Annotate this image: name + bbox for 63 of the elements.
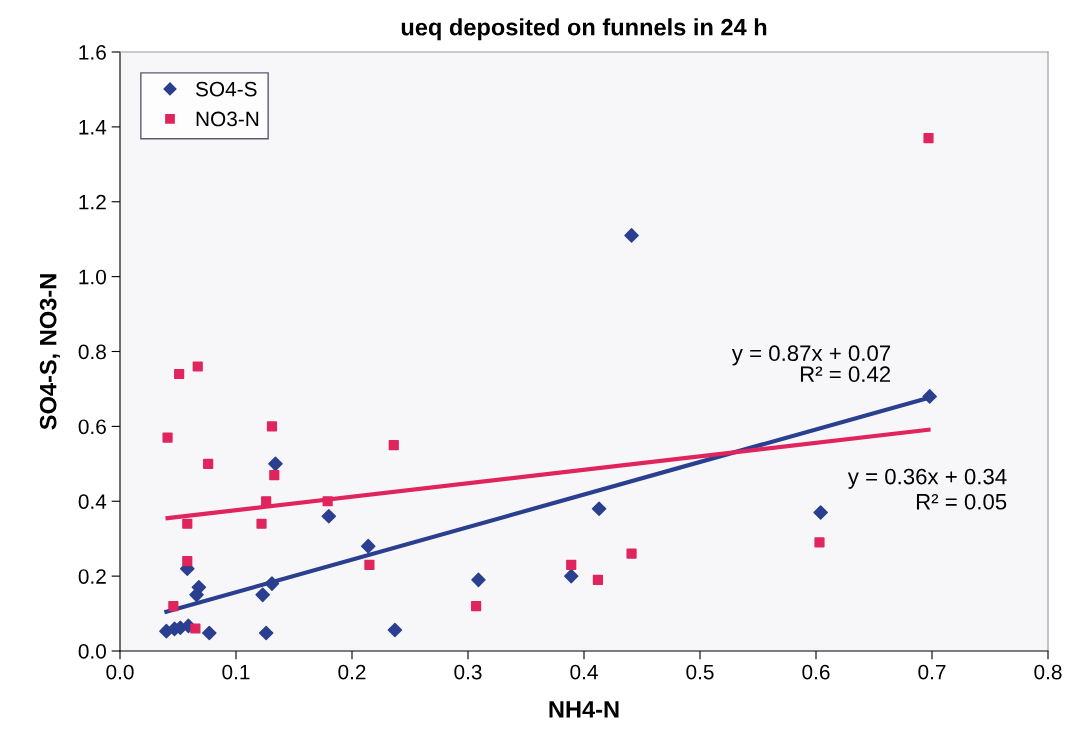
y-tick-label: 1.4 [79,120,107,135]
y-tick-label: 0.8 [78,344,106,360]
point [592,574,604,585]
y-axis-title: SO4-S, NO3-N [39,274,60,430]
point [174,368,185,380]
x-tick-label: 0.4 [570,664,598,680]
point [261,496,272,507]
point [321,508,337,524]
x-tick-label: 0.8 [1034,664,1062,680]
point [922,389,937,404]
point [256,518,267,529]
x-tick-label: 0.7 [918,664,946,680]
x-tick-label: 0.5 [686,664,714,680]
y-tick-label: 0.2 [78,569,106,584]
x-tick-label: 0.3 [454,664,482,680]
point [814,537,825,548]
legend-label: SO4-S [195,81,257,97]
point [626,548,637,559]
point [255,587,270,603]
x-tick-label: 0.2 [338,664,366,680]
point [182,518,193,529]
annotation: R² = 0.42 [800,366,891,383]
x-tick-label: 0.0 [106,664,134,680]
point [624,228,639,243]
y-tick-label: 0.0 [78,644,106,659]
point [258,625,274,641]
annotation: R² = 0.05 [916,493,1007,510]
point [162,432,173,443]
annotation: y = 0.36x + 0.34 [847,468,1007,489]
point [471,600,482,612]
point [364,559,375,570]
point [266,421,278,432]
point [191,580,207,595]
point [563,568,579,584]
point [203,458,214,469]
point [268,456,283,472]
y-tick-label: 1.2 [79,194,106,210]
y-tick-label: 1.6 [79,45,106,60]
legend-label: NO3-N [196,111,259,127]
point [190,623,201,634]
point [388,440,399,451]
chart-title: ueq deposited on funnels in 24 h [401,18,767,41]
point [269,469,280,481]
point [360,538,376,554]
point [202,625,217,641]
point [322,496,333,507]
point [813,505,828,520]
y-tick-label: 0.4 [78,494,107,509]
point [923,133,934,144]
y-tick-label: 1.0 [79,269,106,285]
point [591,501,607,517]
point [192,361,203,372]
annotation: y = 0.87x + 0.07 [731,345,891,366]
point [264,576,280,591]
point [182,556,193,567]
x-tick-label: 0.6 [802,664,830,680]
point [566,559,577,570]
y-tick-label: 0.6 [78,419,106,435]
point [168,600,179,612]
x-tick-label: 0.1 [222,664,250,680]
point [387,622,403,638]
x-axis-title: NH4-N [549,701,619,718]
point [471,572,486,588]
